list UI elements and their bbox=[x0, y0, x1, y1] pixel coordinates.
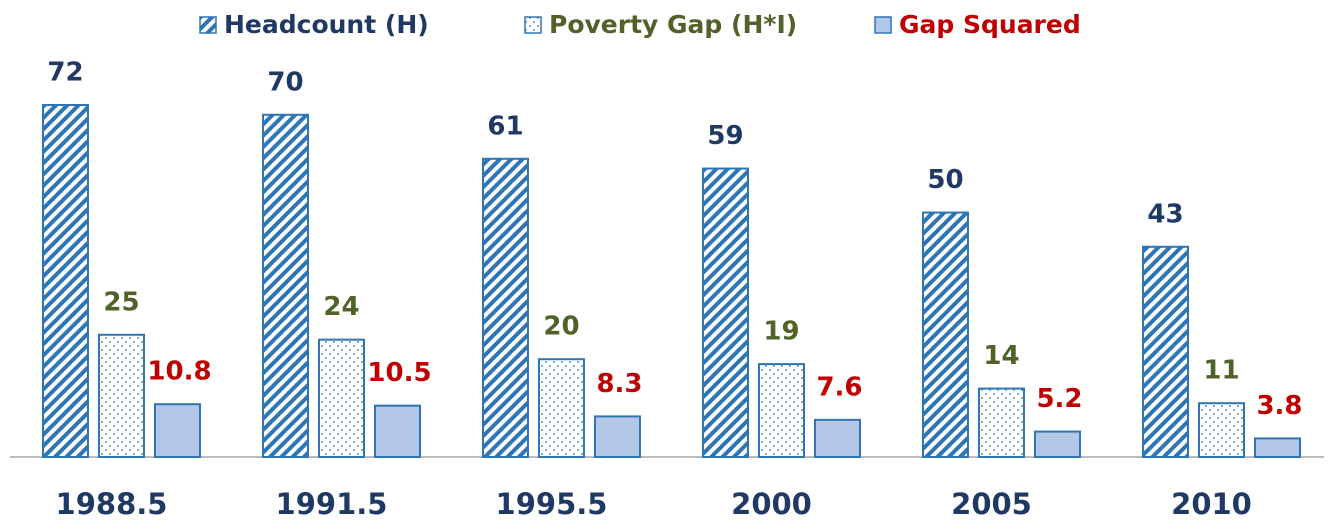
data-label: 59 bbox=[707, 121, 743, 151]
x-tick-label: 2010 bbox=[1171, 487, 1252, 521]
legend-label: Gap Squared bbox=[899, 10, 1081, 39]
bar bbox=[262, 113, 309, 459]
legend-label: Poverty Gap (H*I) bbox=[549, 10, 797, 39]
data-label: 3.8 bbox=[1256, 391, 1302, 421]
data-label: 19 bbox=[763, 317, 799, 347]
data-label: 8.3 bbox=[596, 369, 642, 399]
x-tick-label: 2005 bbox=[951, 487, 1032, 521]
data-label: 10.5 bbox=[367, 358, 431, 388]
bar bbox=[42, 104, 89, 458]
bar bbox=[1254, 437, 1301, 458]
data-label: 43 bbox=[1147, 199, 1183, 229]
bar bbox=[318, 338, 365, 458]
bar bbox=[98, 333, 145, 458]
legend-swatch bbox=[874, 16, 892, 34]
data-label: 20 bbox=[543, 312, 579, 342]
bar bbox=[814, 418, 861, 459]
data-label: 24 bbox=[323, 292, 359, 322]
data-label: 11 bbox=[1203, 356, 1239, 386]
bar bbox=[758, 363, 805, 458]
data-label: 72 bbox=[47, 58, 83, 88]
data-label: 5.2 bbox=[1036, 384, 1082, 414]
data-label: 25 bbox=[103, 287, 139, 317]
bar bbox=[1142, 245, 1189, 458]
legend-swatch bbox=[199, 16, 217, 34]
data-label: 61 bbox=[487, 111, 523, 141]
bar bbox=[538, 358, 585, 459]
bar bbox=[594, 415, 641, 458]
bar bbox=[1198, 402, 1245, 459]
x-tick-label: 2000 bbox=[731, 487, 812, 521]
data-label: 50 bbox=[927, 165, 963, 195]
bar bbox=[374, 404, 421, 458]
legend-swatch bbox=[524, 16, 542, 34]
x-tick-label: 1991.5 bbox=[276, 487, 388, 521]
x-tick-label: 1988.5 bbox=[56, 487, 168, 521]
bar bbox=[978, 387, 1025, 458]
bar bbox=[1034, 430, 1081, 459]
legend-label: Headcount (H) bbox=[224, 10, 429, 39]
bar bbox=[154, 403, 201, 459]
bar bbox=[702, 167, 749, 459]
data-label: 70 bbox=[267, 67, 303, 97]
bar bbox=[922, 211, 969, 458]
x-tick-label: 1995.5 bbox=[496, 487, 608, 521]
data-label: 14 bbox=[983, 341, 1019, 371]
bar bbox=[482, 157, 529, 458]
data-label: 7.6 bbox=[816, 372, 862, 402]
data-label: 10.8 bbox=[147, 357, 211, 387]
